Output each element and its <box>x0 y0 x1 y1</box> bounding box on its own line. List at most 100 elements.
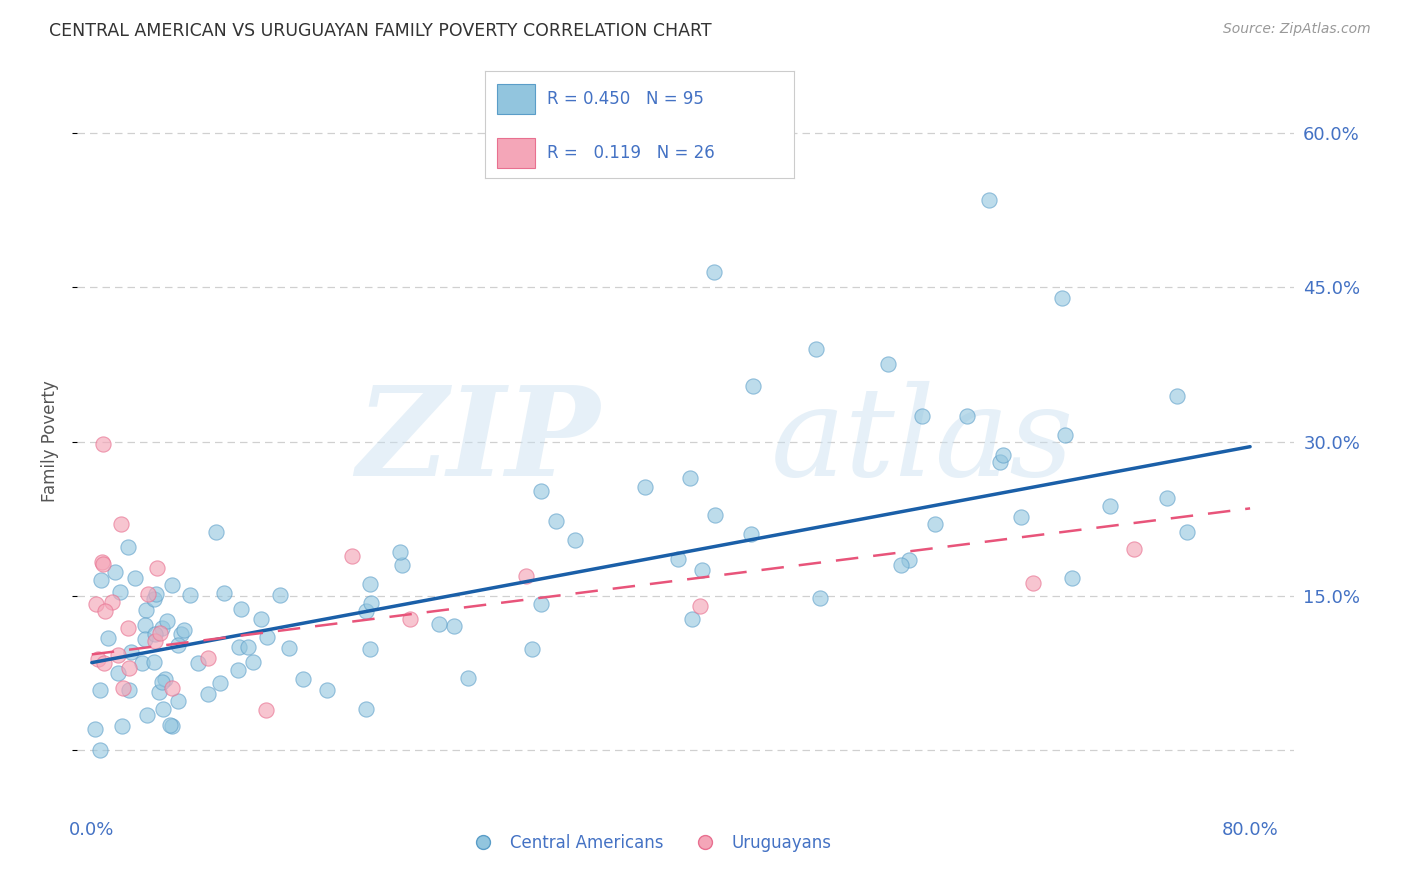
Point <box>804 342 827 356</box>
Point <box>208 675 231 690</box>
Point <box>544 514 567 528</box>
Point <box>741 379 763 393</box>
Point <box>104 565 127 579</box>
Point <box>530 597 553 611</box>
Point <box>131 657 153 671</box>
Point <box>187 656 209 670</box>
Point <box>399 612 422 626</box>
Point <box>134 632 156 646</box>
Point <box>740 527 762 541</box>
Point <box>342 549 364 563</box>
Point <box>112 681 135 696</box>
Point <box>360 596 382 610</box>
Point <box>107 665 129 680</box>
Point <box>1156 491 1178 505</box>
Point <box>229 602 252 616</box>
Point <box>254 703 277 717</box>
Point <box>86 652 108 666</box>
Point <box>228 640 250 655</box>
Point <box>162 681 184 695</box>
Point <box>173 623 195 637</box>
Point <box>146 560 169 574</box>
Point <box>135 603 157 617</box>
Point <box>924 516 946 531</box>
Point <box>427 617 450 632</box>
Point <box>1123 542 1146 557</box>
Point <box>679 471 702 485</box>
Point <box>689 599 711 613</box>
Point <box>359 641 381 656</box>
Point <box>1175 524 1198 539</box>
Point <box>93 436 115 450</box>
Point <box>100 595 122 609</box>
Point <box>160 719 183 733</box>
Point <box>690 563 713 577</box>
Point <box>110 516 132 531</box>
Point <box>877 358 900 372</box>
Legend: Central Americans, Uruguayans: Central Americans, Uruguayans <box>460 828 838 859</box>
Point <box>457 671 479 685</box>
Point <box>83 722 105 736</box>
Point <box>897 553 920 567</box>
Point <box>120 645 142 659</box>
Text: R =   0.119   N = 26: R = 0.119 N = 26 <box>547 144 714 161</box>
Point <box>153 672 176 686</box>
Point <box>162 577 184 591</box>
Point <box>242 655 264 669</box>
Point <box>391 558 413 573</box>
Point <box>703 265 725 279</box>
Point <box>354 604 377 618</box>
Point <box>269 589 291 603</box>
Point <box>156 615 179 629</box>
Point <box>808 591 831 606</box>
Point <box>681 612 703 626</box>
Point <box>1166 389 1188 403</box>
Point <box>316 682 339 697</box>
FancyBboxPatch shape <box>498 137 534 168</box>
Point <box>979 193 1001 207</box>
Point <box>388 544 411 558</box>
Point <box>84 597 107 611</box>
Y-axis label: Family Poverty: Family Poverty <box>41 381 59 502</box>
Point <box>197 651 219 665</box>
Point <box>152 702 174 716</box>
Point <box>956 409 979 424</box>
Text: Source: ZipAtlas.com: Source: ZipAtlas.com <box>1223 22 1371 37</box>
Point <box>97 631 120 645</box>
Point <box>515 569 537 583</box>
Text: CENTRAL AMERICAN VS URUGUAYAN FAMILY POVERTY CORRELATION CHART: CENTRAL AMERICAN VS URUGUAYAN FAMILY POV… <box>49 22 711 40</box>
Point <box>145 587 167 601</box>
Point <box>124 571 146 585</box>
Point <box>991 448 1014 462</box>
Point <box>159 718 181 732</box>
Point <box>666 551 689 566</box>
Point <box>117 621 139 635</box>
Point <box>90 555 112 569</box>
Point <box>988 455 1011 469</box>
Point <box>529 484 551 499</box>
Point <box>94 604 117 618</box>
Point <box>118 661 141 675</box>
Point <box>277 641 299 656</box>
Point <box>93 656 115 670</box>
Point <box>136 707 159 722</box>
Point <box>166 694 188 708</box>
Text: ZIP: ZIP <box>357 381 600 502</box>
Point <box>89 682 111 697</box>
Point <box>111 719 134 733</box>
Point <box>1022 575 1045 590</box>
Point <box>149 626 172 640</box>
Point <box>150 674 173 689</box>
Point <box>145 627 167 641</box>
Point <box>179 588 201 602</box>
Point <box>256 630 278 644</box>
Point <box>522 641 544 656</box>
Point <box>136 586 159 600</box>
Point <box>89 743 111 757</box>
Point <box>911 409 934 423</box>
Point <box>166 638 188 652</box>
Point <box>443 619 465 633</box>
Point <box>142 591 165 606</box>
Point <box>91 558 114 572</box>
Point <box>107 648 129 662</box>
